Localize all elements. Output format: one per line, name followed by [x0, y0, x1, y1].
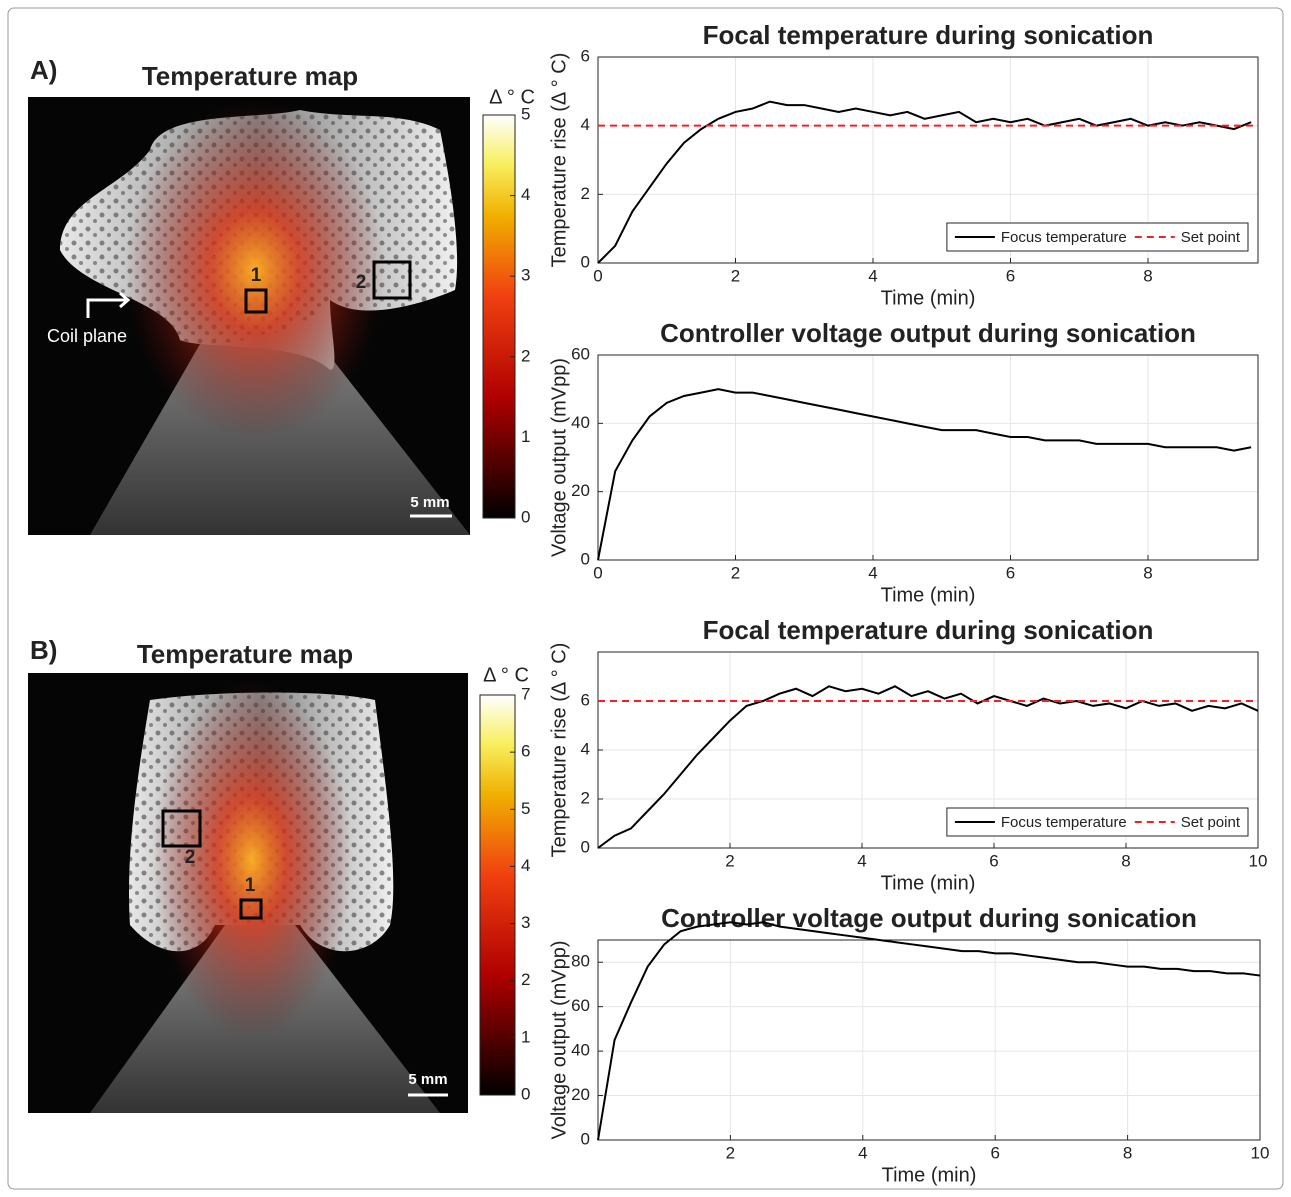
annotation: Coil plane — [47, 326, 127, 346]
y-tick-label: 0 — [581, 252, 590, 271]
y-tick-label: 60 — [571, 344, 590, 363]
figure: A) Temperature map Δ ° C 0 1 2 3 4 5 1 2 Coil plane… — [0, 0, 1291, 1197]
x-tick-label: 4 — [868, 563, 877, 582]
x-tick-label: 8 — [1121, 851, 1130, 870]
y-tick-label: 20 — [571, 1085, 590, 1104]
legend-label: Focus temperature — [1001, 814, 1127, 831]
colorbar-tick-label: 0 — [521, 1084, 530, 1103]
y-axis-label: Temperature rise (Δ ° C) — [548, 643, 570, 858]
plot-area — [598, 940, 1260, 1140]
y-tick-label: 40 — [571, 1041, 590, 1060]
roi-label: 2 — [185, 847, 196, 868]
x-tick-label: 6 — [990, 1143, 999, 1162]
x-tick-label: 2 — [725, 851, 734, 870]
legend: Focus temperature Set point — [947, 808, 1248, 836]
colorbar-tick-label: 2 — [521, 970, 530, 989]
scale-bar-label: 5 mm — [408, 1071, 447, 1088]
y-tick-label: 4 — [581, 739, 590, 758]
chart-title: Focal temperature during sonication — [703, 615, 1154, 645]
y-axis-label: Temperature rise (Δ ° C) — [548, 53, 570, 268]
x-tick-label: 8 — [1143, 563, 1152, 582]
colorbar-tick-label: 5 — [521, 104, 530, 123]
chart-title: Controller voltage output during sonicat… — [660, 318, 1196, 348]
legend: Focus temperature Set point — [947, 223, 1248, 251]
colorbar-tick-label: 4 — [521, 185, 530, 204]
scale-bar-label: 5 mm — [410, 494, 449, 511]
legend-label: Focus temperature — [1001, 229, 1127, 246]
colorbar-tick-label: 1 — [521, 1027, 530, 1046]
x-tick-label: 2 — [731, 563, 740, 582]
panel-label: A) — [30, 55, 57, 85]
y-tick-label: 4 — [581, 115, 590, 134]
roi-label: 1 — [251, 265, 262, 286]
x-tick-label: 0 — [593, 563, 602, 582]
colorbar-tick-label: 3 — [521, 266, 530, 285]
colorbar — [483, 115, 515, 518]
x-axis-label: Time (min) — [881, 872, 976, 894]
y-tick-label: 40 — [571, 413, 590, 432]
x-axis-label: Time (min) — [881, 584, 976, 606]
x-tick-label: 8 — [1143, 266, 1152, 285]
y-tick-label: 20 — [571, 481, 590, 500]
roi-label: 2 — [356, 272, 367, 293]
x-tick-label: 10 — [1249, 851, 1268, 870]
colorbar-tick-label: 1 — [521, 427, 530, 446]
y-tick-label: 80 — [571, 952, 590, 971]
legend-label: Set point — [1181, 814, 1241, 831]
temperature-map — [28, 97, 470, 535]
page: A) Temperature map Δ ° C 0 1 2 3 4 5 1 2 Coil plane… — [0, 0, 1291, 1197]
y-tick-label: 6 — [581, 690, 590, 709]
legend-label: Set point — [1181, 229, 1241, 246]
chart-title: Focal temperature during sonication — [703, 20, 1154, 50]
y-tick-label: 6 — [581, 46, 590, 65]
x-tick-label: 2 — [726, 1143, 735, 1162]
y-tick-label: 0 — [581, 1129, 590, 1148]
y-tick-label: 0 — [581, 837, 590, 856]
x-tick-label: 6 — [1006, 266, 1015, 285]
colorbar-tick-label: 5 — [521, 799, 530, 818]
x-axis-label: Time (min) — [881, 287, 976, 309]
colorbar-tick-label: 4 — [521, 856, 530, 875]
colorbar-tick-label: 0 — [521, 507, 530, 526]
x-tick-label: 2 — [731, 266, 740, 285]
x-tick-label: 4 — [858, 1143, 867, 1162]
x-tick-label: 4 — [857, 851, 866, 870]
y-axis-label: Voltage output (mVpp) — [548, 940, 570, 1139]
x-tick-label: 6 — [1006, 563, 1015, 582]
x-tick-label: 0 — [593, 266, 602, 285]
colorbar-tick-label: 3 — [521, 913, 530, 932]
y-tick-label: 2 — [581, 788, 590, 807]
x-tick-label: 4 — [868, 266, 877, 285]
y-tick-label: 0 — [581, 549, 590, 568]
chart-title: Controller voltage output during sonicat… — [661, 903, 1197, 933]
x-tick-label: 6 — [989, 851, 998, 870]
plot-area — [598, 355, 1258, 560]
x-tick-label: 8 — [1123, 1143, 1132, 1162]
colorbar-label: Δ ° C — [483, 664, 529, 686]
y-axis-label: Voltage output (mVpp) — [548, 358, 570, 557]
colorbar-tick-label: 2 — [521, 346, 530, 365]
y-tick-label: 60 — [571, 996, 590, 1015]
map-title: Temperature map — [137, 639, 353, 669]
colorbar — [480, 695, 515, 1095]
x-axis-label: Time (min) — [882, 1164, 977, 1186]
colorbar-tick-label: 6 — [521, 742, 530, 761]
roi-label: 1 — [245, 875, 256, 896]
colorbar-tick-label: 7 — [521, 684, 530, 703]
y-tick-label: 2 — [581, 184, 590, 203]
map-title: Temperature map — [142, 61, 358, 91]
panel-label: B) — [30, 635, 57, 665]
x-tick-label: 10 — [1251, 1143, 1270, 1162]
